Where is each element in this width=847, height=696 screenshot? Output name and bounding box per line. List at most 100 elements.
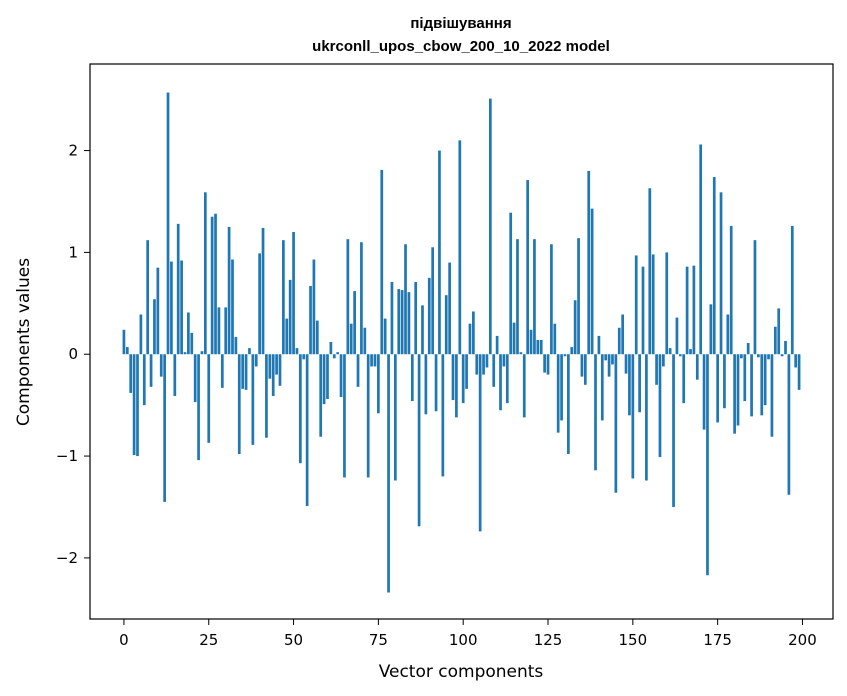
bar: [193, 354, 197, 403]
bar: [587, 170, 591, 355]
bar: [183, 352, 187, 355]
bar: [129, 354, 133, 393]
bar: [628, 354, 631, 416]
bar: [763, 354, 767, 406]
bar: [434, 354, 438, 412]
bar: [380, 169, 384, 355]
bar: [254, 354, 258, 367]
bar: [631, 354, 635, 479]
bar: [312, 259, 316, 355]
bar: [689, 349, 692, 355]
bar: [455, 354, 458, 418]
bar: [187, 312, 190, 355]
bar: [451, 354, 455, 401]
bar: [502, 354, 506, 367]
bar: [424, 354, 428, 415]
bar: [780, 354, 784, 357]
bar: [444, 295, 448, 355]
x-axis-ticks: 0 25 50 75 100 125 150 175 200: [119, 619, 817, 649]
bar: [336, 352, 340, 355]
bar: [275, 354, 278, 375]
bar: [488, 98, 492, 355]
bar: [729, 225, 733, 355]
bar: [621, 314, 625, 355]
x-tick-label: 50: [284, 631, 303, 649]
bar: [363, 327, 367, 355]
bar: [580, 354, 584, 377]
bar: [197, 354, 200, 461]
bar: [339, 354, 343, 397]
bar: [516, 239, 519, 355]
bar: [329, 342, 333, 355]
bar: [624, 354, 628, 374]
bar: [546, 354, 550, 375]
bar: [397, 289, 401, 355]
bar: [353, 291, 356, 355]
bar: [505, 354, 509, 404]
bar: [322, 354, 326, 405]
bar: [482, 354, 485, 375]
bar: [719, 192, 723, 355]
x-tick-label: 125: [534, 631, 563, 649]
bar: [468, 323, 472, 355]
bar: [170, 261, 173, 355]
bar: [356, 354, 360, 387]
bar: [692, 265, 696, 355]
bar: [404, 244, 407, 355]
x-tick-label: 100: [449, 631, 478, 649]
bar: [563, 354, 567, 357]
bar: [485, 354, 489, 368]
bar: [298, 354, 302, 464]
bar: [465, 354, 468, 389]
bar: [122, 329, 126, 355]
bar: [787, 354, 791, 495]
bar: [370, 354, 373, 367]
bar: [288, 279, 292, 355]
bar: [604, 354, 608, 361]
bar: [390, 281, 394, 355]
bar: [651, 254, 655, 355]
bar: [149, 354, 153, 387]
bar: [438, 150, 441, 355]
bar: [217, 307, 221, 355]
bar: [550, 244, 553, 355]
bar: [573, 300, 577, 355]
bar: [132, 354, 136, 456]
bar: [658, 354, 662, 458]
bar: [125, 347, 129, 355]
bar: [682, 354, 686, 404]
bar: [512, 322, 516, 355]
bar: [577, 238, 580, 355]
bar: [251, 354, 255, 445]
bar: [492, 354, 496, 387]
bar: [244, 354, 248, 390]
bar: [166, 92, 170, 355]
bar: [556, 354, 560, 433]
bar: [784, 340, 787, 355]
bar: [407, 292, 411, 355]
bar: [448, 262, 451, 355]
bar: [461, 354, 465, 404]
bar: [431, 247, 435, 355]
bar: [526, 180, 530, 355]
bar: [611, 354, 614, 365]
bar: [227, 226, 231, 355]
bar: [346, 239, 350, 355]
bar: [662, 354, 665, 367]
bar: [200, 351, 204, 355]
bar: [743, 354, 747, 402]
bar: [241, 354, 245, 389]
bar: [305, 354, 309, 506]
bar: [343, 354, 346, 478]
bar: [427, 277, 431, 355]
bar: [146, 240, 150, 355]
bar: [295, 348, 299, 355]
bar: [746, 343, 750, 355]
bar: [136, 354, 139, 457]
bar: [672, 354, 675, 507]
bar: [417, 354, 421, 527]
bar: [373, 354, 377, 367]
bar: [699, 144, 703, 355]
bar: [757, 354, 760, 358]
